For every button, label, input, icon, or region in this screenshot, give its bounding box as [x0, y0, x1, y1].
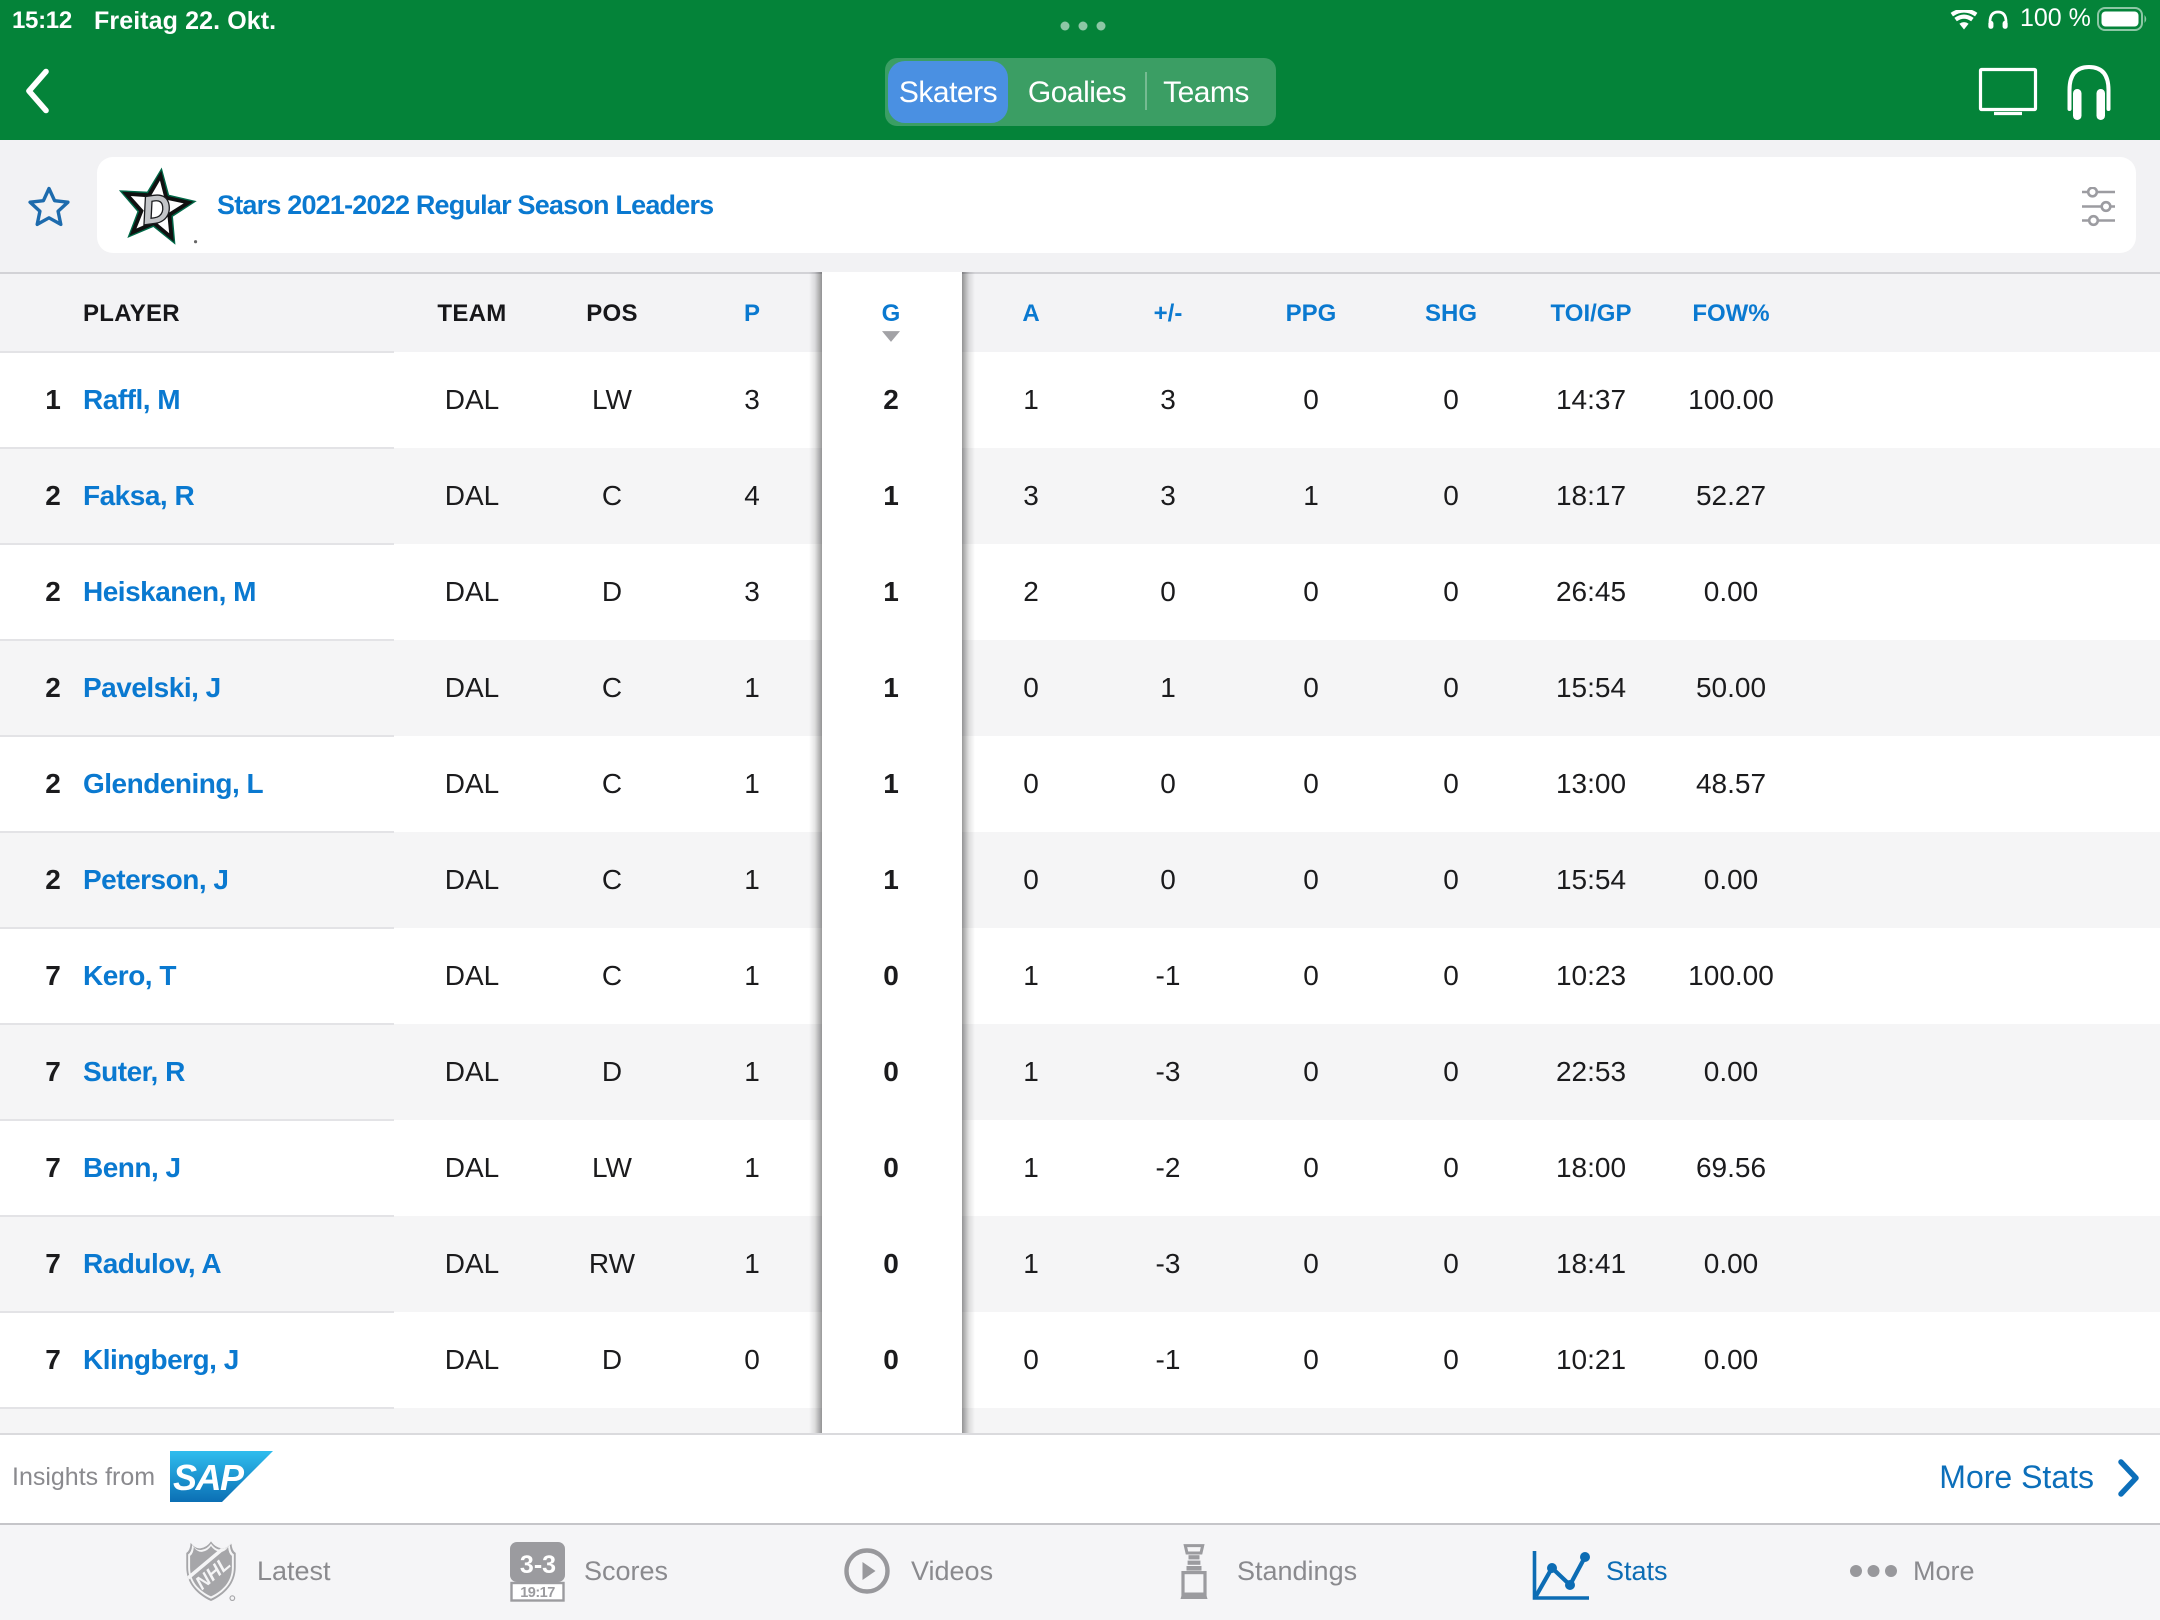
svg-text:3-3: 3-3	[520, 1551, 556, 1579]
svg-text:SAP: SAP	[173, 1457, 245, 1498]
svg-text:D: D	[139, 187, 173, 233]
svg-text:19:17: 19:17	[520, 1585, 555, 1601]
